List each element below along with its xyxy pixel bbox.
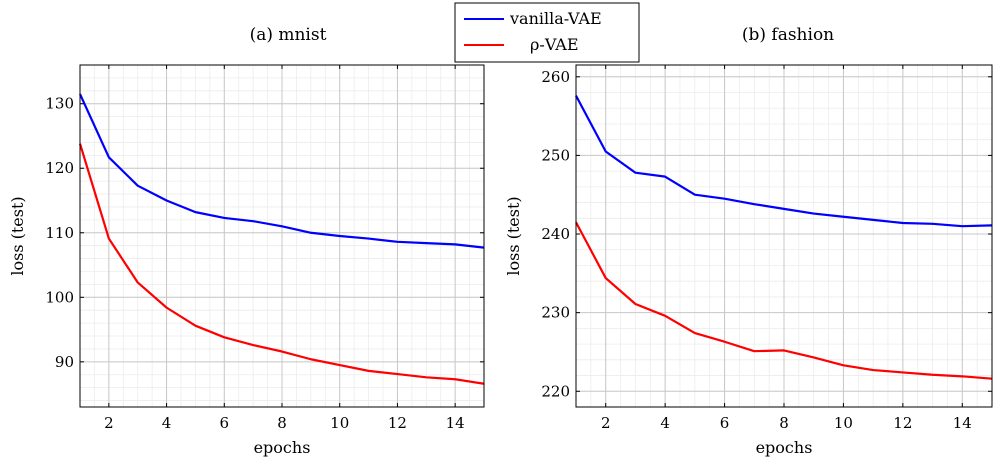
series-line-vanilla-vae — [78, 93, 485, 249]
x-axis-label: epochs — [756, 438, 813, 457]
x-tick-label: 12 — [388, 414, 407, 432]
x-tick-label: 2 — [601, 414, 611, 432]
y-tick-label: 130 — [45, 95, 74, 113]
y-tick-label: 240 — [541, 225, 570, 243]
y-tick-label: 90 — [55, 353, 74, 371]
x-tick-label: 4 — [162, 414, 172, 432]
y-tick-label: 250 — [541, 146, 570, 164]
series-line-rho-vae — [78, 143, 485, 385]
y-tick-label: 100 — [45, 288, 74, 306]
legend: vanilla-VAE ρ-VAE — [454, 2, 640, 63]
x-tick-label: 4 — [660, 414, 670, 432]
panel-fashion: 2 4 6 8 10 12 14 220 230 240 250 260 (b) fashion epoc… — [504, 25, 993, 457]
legend-box — [454, 2, 640, 63]
y-tick-label: 120 — [45, 159, 74, 177]
legend-label-rho-vae: ρ-VAE — [530, 35, 579, 54]
y-tick-label: 110 — [45, 224, 74, 242]
x-tick-label: 8 — [779, 414, 789, 432]
y-axis-label: loss (test) — [504, 196, 523, 275]
x-tick-label: 6 — [220, 414, 230, 432]
x-tick-label: 10 — [330, 414, 349, 432]
y-tick-label: 230 — [541, 304, 570, 322]
legend-label-vanilla-vae: vanilla-VAE — [509, 9, 602, 28]
chart-title: (a) mnist — [250, 25, 327, 45]
series-line-rho-vae — [575, 221, 993, 380]
x-tick-label: 10 — [834, 414, 853, 432]
x-tick-label: 12 — [893, 414, 912, 432]
x-tick-label: 14 — [953, 414, 972, 432]
panel-mnist: 2 4 6 8 10 12 14 90 100 110 120 130 (a) mnist epochs l… — [8, 25, 485, 457]
chart-title: (b) fashion — [742, 25, 834, 45]
y-tick-label: 260 — [541, 68, 570, 86]
x-tick-label: 2 — [104, 414, 114, 432]
series-line-vanilla-vae — [575, 95, 993, 228]
x-axis-label: epochs — [254, 438, 311, 457]
y-axis-label: loss (test) — [8, 196, 27, 275]
x-tick-label: 8 — [277, 414, 287, 432]
x-tick-label: 14 — [446, 414, 465, 432]
x-tick-label: 6 — [720, 414, 730, 432]
y-tick-label: 220 — [541, 382, 570, 400]
